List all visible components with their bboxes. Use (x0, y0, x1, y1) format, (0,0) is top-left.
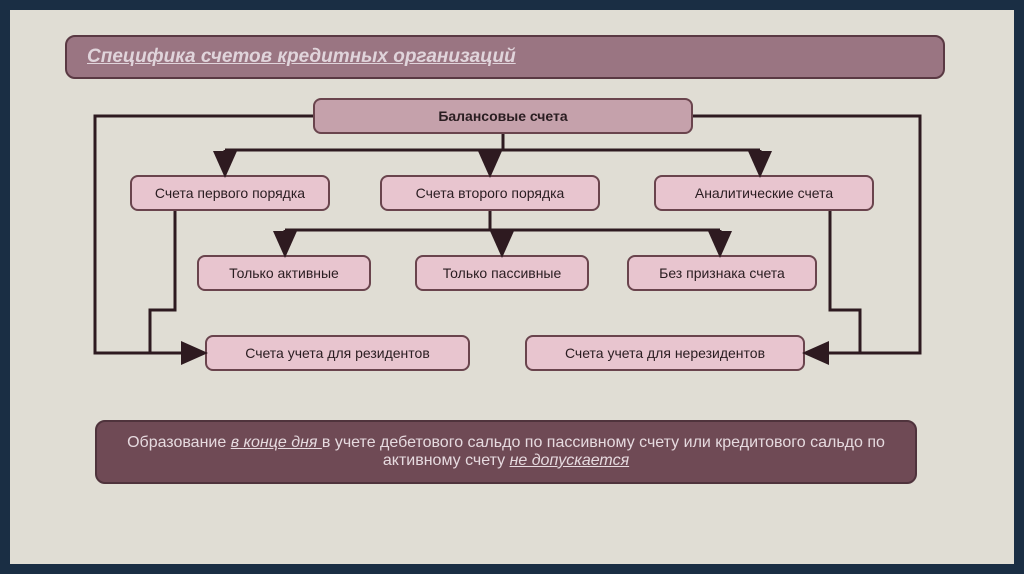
bottom-bar: Образование в конце дня в учете дебетово… (95, 420, 917, 484)
bottom-text: Образование в конце дня в учете дебетово… (127, 434, 885, 470)
node-r2a: Только активные (197, 255, 371, 291)
title-text: Специфика счетов кредитных организаций (87, 46, 516, 68)
node-r1a: Счета первого порядка (130, 175, 330, 211)
node-r3a: Счета учета для резидентов (205, 335, 470, 371)
node-r2c: Без признака счета (627, 255, 817, 291)
node-root: Балансовые счета (313, 98, 693, 134)
node-r1b: Счета второго порядка (380, 175, 600, 211)
node-r2b: Только пассивные (415, 255, 589, 291)
node-r1c: Аналитические счета (654, 175, 874, 211)
node-r3b: Счета учета для нерезидентов (525, 335, 805, 371)
title-bar: Специфика счетов кредитных организаций (65, 35, 945, 79)
